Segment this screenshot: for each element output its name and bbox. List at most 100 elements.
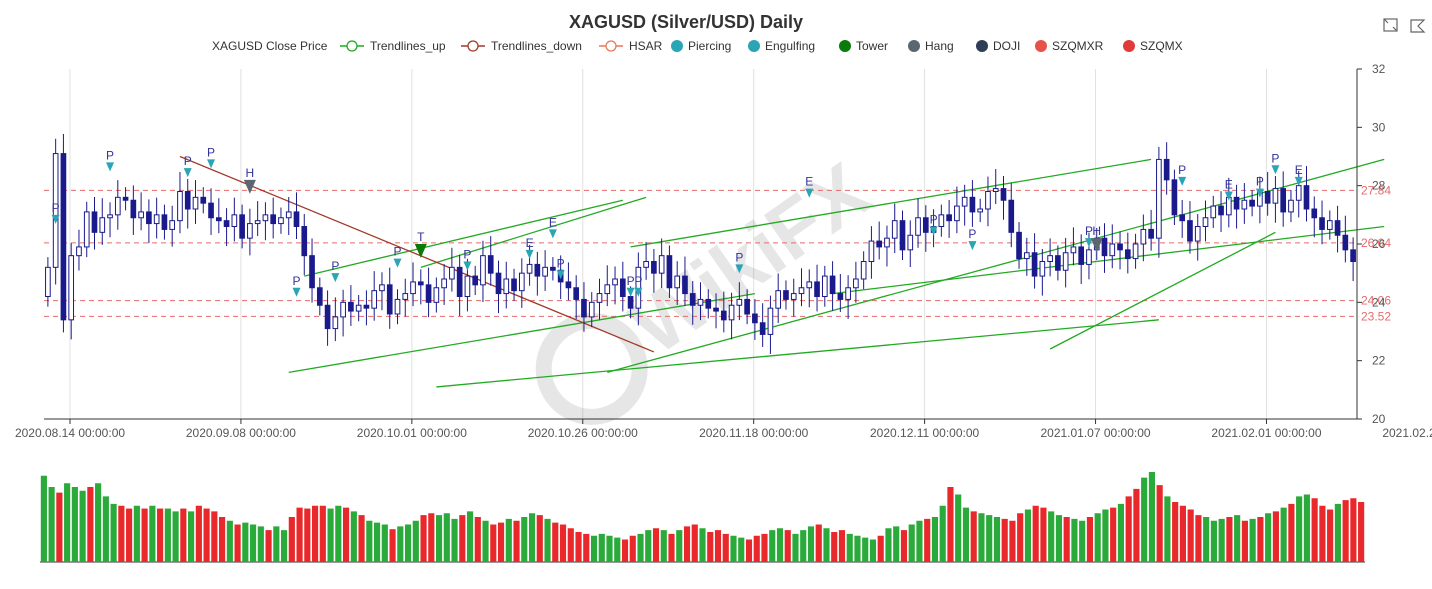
volume-bar: [947, 487, 954, 562]
volume-bar: [776, 528, 784, 562]
candle: [1031, 233, 1038, 289]
toolbox[interactable]: [1383, 18, 1426, 33]
candle: [720, 291, 727, 333]
legend-label: Trendlines_up: [370, 39, 446, 53]
volume-bar: [606, 535, 613, 562]
volume-bar: [714, 530, 722, 562]
volume-bar: [838, 530, 846, 562]
trendline-up-7: [1049, 231, 1276, 350]
candle: [876, 221, 883, 260]
volume-bar: [699, 528, 706, 562]
volume-bar: [722, 533, 729, 562]
candle: [231, 197, 238, 242]
volume-bar: [885, 528, 892, 562]
candle: [1311, 196, 1318, 238]
legend-item-8[interactable]: DOJI: [976, 39, 1020, 53]
candle: [1039, 248, 1046, 296]
pattern-marker: T: [414, 230, 427, 258]
volume-bar: [1265, 513, 1272, 562]
legend-item-6[interactable]: Tower: [839, 39, 888, 53]
legend-item-10[interactable]: SZQMX: [1123, 39, 1183, 53]
hsar-label-3: 23.52: [1361, 309, 1391, 323]
trendline-up-4: [436, 319, 1159, 388]
candle: [860, 251, 867, 290]
candle: [790, 278, 797, 317]
volume-bar: [1226, 517, 1233, 562]
zoom-icon[interactable]: [1383, 18, 1398, 32]
svg-text:E: E: [805, 175, 813, 189]
candle: [1101, 223, 1108, 273]
chart-title: XAGUSD (Silver/USD) Daily: [569, 12, 803, 32]
volume-bar: [195, 505, 202, 562]
svg-text:P: P: [393, 245, 401, 259]
volume-bar: [281, 530, 288, 562]
candle: [223, 208, 230, 247]
candle: [45, 257, 51, 307]
volume-bar: [242, 522, 249, 562]
candle: [386, 267, 393, 329]
candle: [1109, 224, 1116, 269]
pattern-marker: P: [292, 274, 301, 297]
volume-bar: [1048, 511, 1055, 562]
x-tick-label: 2020.09.08 00:00:00: [186, 426, 296, 440]
volume-bar: [203, 508, 210, 562]
legend-label: XAGUSD Close Price: [212, 39, 328, 53]
legend-item-2[interactable]: Trendlines_down: [461, 39, 582, 53]
svg-text:H: H: [1092, 224, 1101, 238]
candle: [837, 274, 844, 312]
candle: [542, 250, 548, 291]
candle: [697, 282, 704, 321]
candle: [922, 205, 929, 252]
legend-item-1[interactable]: Trendlines_up: [340, 39, 446, 53]
candle: [1326, 210, 1333, 240]
trendline-up-5: [607, 158, 1385, 373]
candle: [689, 281, 696, 325]
hsar-label-0: 27.84: [1361, 183, 1391, 197]
volume-bar: [172, 511, 179, 562]
candle: [1218, 191, 1224, 233]
candle: [899, 210, 906, 261]
volume-bar: [1249, 518, 1256, 562]
volume-bar: [288, 517, 295, 562]
legend-item-0[interactable]: XAGUSD Close Price: [212, 39, 328, 53]
candle: [52, 138, 59, 285]
pattern-marker: P: [207, 145, 215, 169]
candle: [884, 225, 890, 267]
legend-label: SZQMXR: [1052, 39, 1104, 53]
volume-bar: [1210, 520, 1217, 562]
volume-bar: [1350, 498, 1357, 562]
volume-bar: [64, 483, 71, 562]
volume-bar: [668, 533, 675, 562]
legend-label: HSAR: [629, 39, 663, 53]
candle: [1179, 199, 1186, 238]
candle: [798, 268, 805, 307]
svg-text:P: P: [557, 256, 565, 270]
volume-bar: [319, 505, 326, 562]
svg-text:E: E: [1225, 178, 1233, 192]
pattern-marker: P: [106, 148, 114, 172]
y-tick-label: 24: [1372, 295, 1386, 309]
candle: [1334, 205, 1341, 253]
volume-bar: [1296, 496, 1303, 562]
pattern-marker: P: [331, 259, 339, 283]
pattern-marker: P: [735, 250, 743, 274]
legend-item-9[interactable]: SZQMXR: [1035, 39, 1104, 53]
y-tick-label: 28: [1372, 179, 1386, 193]
volume-bar: [676, 530, 683, 562]
volume-bar: [683, 526, 691, 562]
candle: [262, 202, 269, 241]
candle: [767, 295, 774, 354]
candle: [130, 185, 137, 235]
candle: [1350, 237, 1356, 282]
candle: [961, 184, 968, 226]
candle: [99, 198, 106, 245]
legend-item-5[interactable]: Engulfing: [748, 39, 815, 53]
x-axis: 2020.08.14 00:00:00 2020.09.08 00:00:00 20…: [15, 418, 1432, 440]
legend-item-7[interactable]: Hang: [908, 39, 954, 53]
legend-item-3[interactable]: HSAR: [599, 39, 663, 53]
restore-icon[interactable]: [1410, 19, 1426, 33]
pattern-marker: P: [52, 201, 60, 224]
legend-item-4[interactable]: Piercing: [671, 39, 731, 53]
volume-bar: [575, 532, 582, 562]
